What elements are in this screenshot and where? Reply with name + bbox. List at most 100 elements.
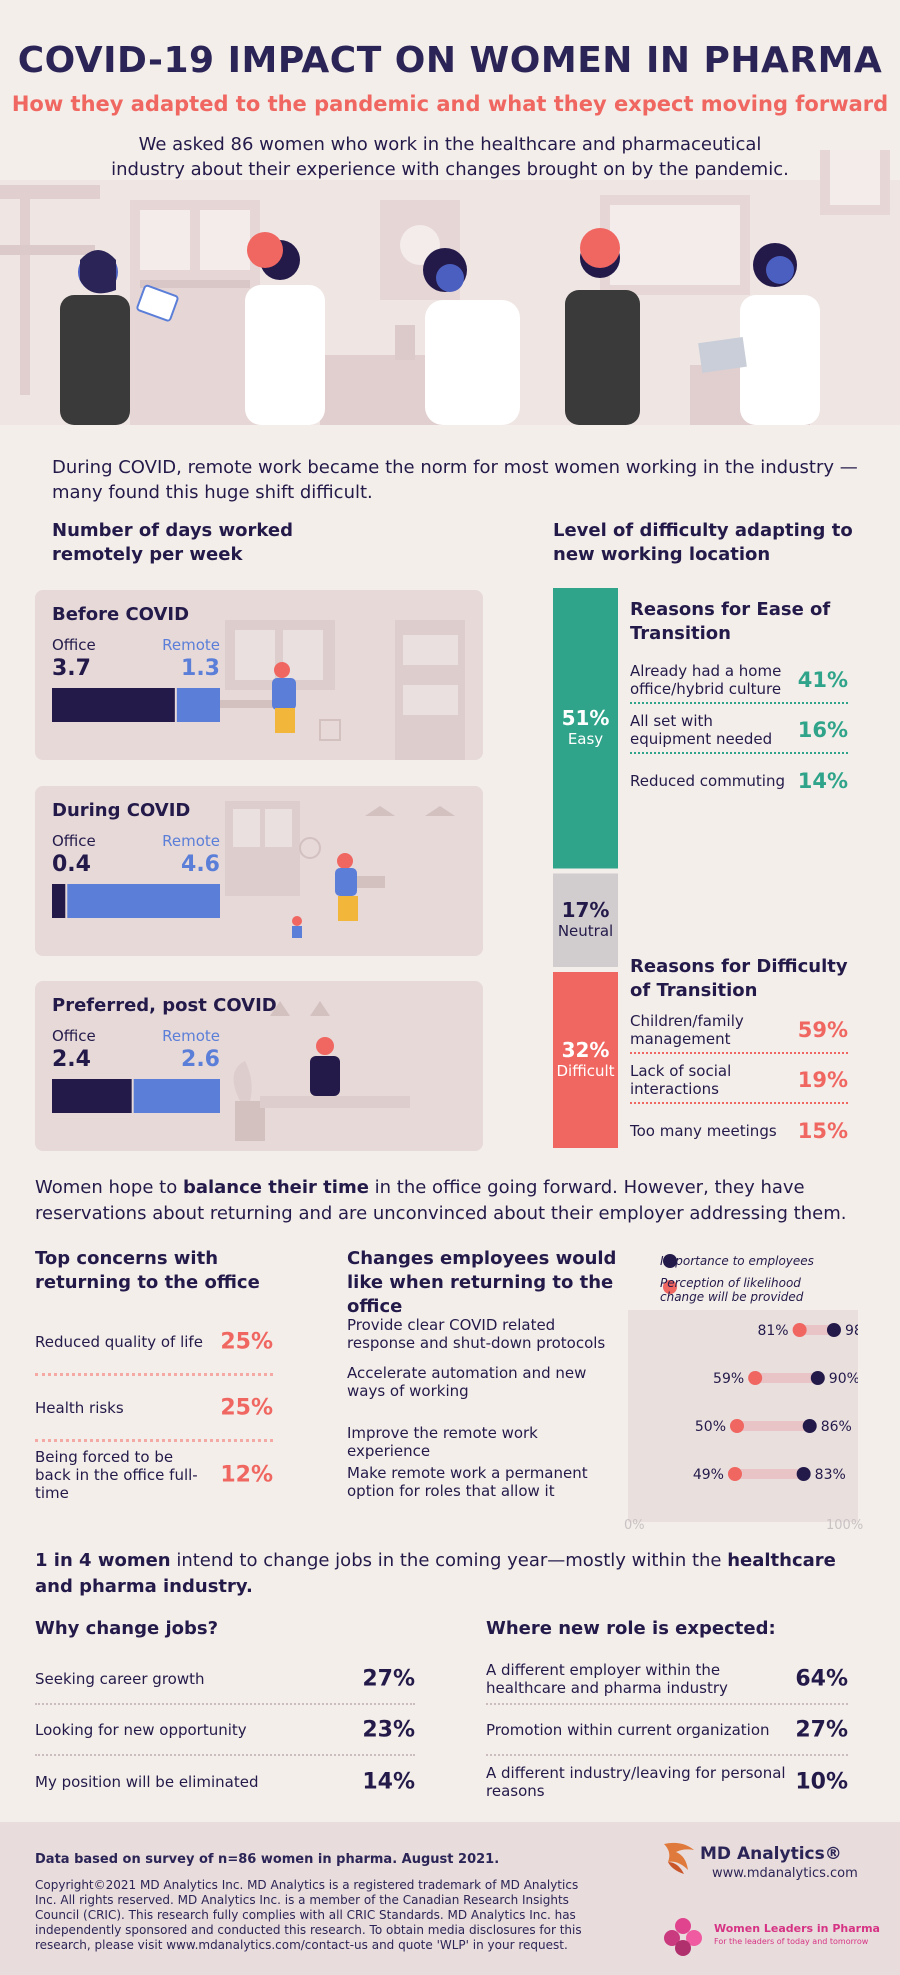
remote-value: 4.6 <box>181 852 220 877</box>
office-label: Office <box>52 636 96 654</box>
range-bar <box>734 1469 804 1479</box>
hybrid-scene-illustration <box>233 1001 410 1141</box>
concern-pct: 25% <box>220 1329 273 1354</box>
hero-illustration <box>0 150 900 425</box>
where-pct: 27% <box>795 1717 848 1743</box>
office-value: 2.4 <box>52 1047 91 1072</box>
difficulty-reason-row: Too many meetings 15% <box>630 1108 848 1154</box>
why-pct: 14% <box>362 1769 415 1795</box>
concern-pct: 12% <box>220 1462 273 1488</box>
days-card-preferred: Preferred, post COVID Office Remote 2.4 … <box>35 981 483 1151</box>
difficulty-neutral-label: 17% Neutral <box>553 898 618 940</box>
where-text: A different employer within the healthca… <box>486 1661 728 1697</box>
why-row: Looking for new opportunity 23% <box>35 1706 415 1756</box>
lead-text: in the office going forward. However, th… <box>35 1177 847 1224</box>
perception-value-label: 50% <box>695 1419 726 1435</box>
concern-row: Health risks 25% <box>35 1376 273 1442</box>
concerns-title: Top concerns with returning to the offic… <box>35 1248 260 1293</box>
difficulty-chart-title: Level of difficulty adapting to new work… <box>553 520 853 565</box>
changes-dot-plot: 81% 98% 59% 90% 50% 86% 49% 83% <box>693 1323 876 1483</box>
perception-dot <box>727 1467 742 1481</box>
difficulty-stacked-bar <box>553 588 618 1148</box>
office-bar-segment <box>52 1079 132 1113</box>
change-label: Provide clear COVID related response and… <box>347 1316 606 1352</box>
office-scene-illustration <box>220 620 465 760</box>
neutral-bar-segment <box>553 873 618 967</box>
reason-pct: 16% <box>797 718 848 742</box>
neutral-label: Neutral <box>557 922 614 941</box>
where-pct: 64% <box>795 1666 848 1692</box>
footer: Data based on survey of n=86 women in ph… <box>0 1822 900 1975</box>
perception-dot <box>792 1323 807 1337</box>
changes-dot-plot-area: 81% 98% 59% 90% 50% 86% 49% 83% <box>628 1310 876 1522</box>
why-text: My position will be eliminated <box>35 1773 259 1791</box>
difficulty-reasons-title: Reasons for Difficulty of Transition <box>630 956 848 1001</box>
importance-value-label: 98% <box>845 1323 858 1339</box>
change-label: Improve the remote work experience <box>347 1424 538 1460</box>
card-title: Before COVID <box>52 604 190 625</box>
reason-pct: 19% <box>797 1068 848 1092</box>
concern-pct: 25% <box>220 1395 273 1420</box>
importance-value-label: 83% <box>815 1467 846 1483</box>
remote-label: Remote <box>162 832 220 850</box>
remote-lead-text: During COVID, remote work became the nor… <box>52 457 858 503</box>
partner-tagline: For the leaders of today and tomorrow <box>714 1937 869 1946</box>
difficulty-difficult-label: 32% Difficult <box>553 1038 618 1080</box>
copyright-text: Copyright©2021 MD Analytics Inc. MD Anal… <box>35 1878 582 1952</box>
easy-label: Easy <box>567 730 604 749</box>
data-note: Data based on survey of n=86 women in ph… <box>35 1852 500 1867</box>
office-bar-segment <box>52 884 66 918</box>
neutral-pct: 17% <box>561 898 610 923</box>
office-label: Office <box>52 832 96 850</box>
difficulty-reason-row: Children/family management 59% <box>630 1008 848 1054</box>
jobs-lead: 1 in 4 women intend to change jobs in th… <box>35 1548 865 1600</box>
office-label: Office <box>52 1027 96 1045</box>
lead-text: intend to change jobs in the coming year… <box>170 1550 728 1571</box>
importance-dot <box>796 1467 811 1481</box>
card-title: During COVID <box>52 800 191 821</box>
page-subtitle: How they adapted to the pandemic and wha… <box>11 92 889 116</box>
lead-bold-text: 1 in 4 women <box>35 1550 171 1571</box>
days-bar <box>52 884 220 918</box>
legend-importance-label: Importance to employees <box>660 1254 814 1268</box>
where-text: Promotion within current organization <box>486 1721 770 1739</box>
ease-reason-row: Already had a home office/hybrid culture… <box>630 658 848 704</box>
legend-perception-label: Perception of likelihood change will be … <box>660 1276 804 1304</box>
change-label: Accelerate automation and new ways of wo… <box>347 1364 587 1400</box>
ease-reason-row: All set with equipment needed 16% <box>630 708 848 754</box>
difficult-pct: 32% <box>561 1038 610 1062</box>
reason-pct: 59% <box>797 1018 848 1042</box>
office-return-lead: Women hope to balance their time in the … <box>35 1175 865 1227</box>
reason-pct: 14% <box>797 769 848 793</box>
partner-name: Women Leaders in Pharma <box>714 1922 880 1935</box>
why-row: My position will be eliminated 14% <box>35 1757 415 1807</box>
importance-dot <box>810 1371 825 1385</box>
reason-text: Children/family management <box>630 1012 744 1048</box>
reason-pct: 41% <box>797 668 848 692</box>
easy-pct: 51% <box>561 706 610 731</box>
ease-reasons-title: Reasons for Ease of Transition <box>630 599 831 644</box>
brand-url[interactable]: www.mdanalytics.com <box>712 1866 858 1881</box>
reason-text: Too many meetings <box>630 1122 777 1140</box>
remote-label: Remote <box>162 1027 220 1045</box>
axis-max-label: 100% <box>826 1518 864 1533</box>
home-scene-illustration <box>225 801 455 938</box>
importance-dot <box>802 1419 817 1433</box>
remote-bar-segment <box>176 688 220 722</box>
difficulty-easy-label: 51% Easy <box>553 706 618 748</box>
card-title: Preferred, post COVID <box>52 995 277 1016</box>
range-bar <box>737 1421 810 1431</box>
changes-title: Changes employees would like when return… <box>347 1248 617 1317</box>
why-pct: 27% <box>362 1666 415 1692</box>
why-text: Seeking career growth <box>35 1670 205 1688</box>
change-label: Make remote work a permanent option for … <box>347 1464 588 1500</box>
importance-value-label: 90% <box>829 1371 858 1387</box>
reason-text: Lack of social interactions <box>630 1062 732 1098</box>
women-leaders-logo-icon <box>664 1918 702 1956</box>
days-bar <box>52 1079 220 1113</box>
easy-bar-segment <box>553 588 618 869</box>
lead-text: Women hope to <box>35 1177 183 1198</box>
concern-row: Being forced to be back in the office fu… <box>35 1442 273 1508</box>
concern-text: Health risks <box>35 1398 124 1417</box>
reason-text: Reduced commuting <box>630 772 786 790</box>
